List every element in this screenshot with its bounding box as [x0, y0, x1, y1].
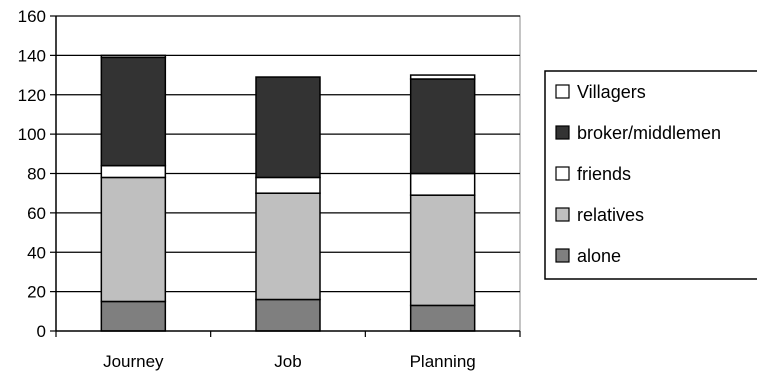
y-tick-label: 140 — [18, 46, 46, 65]
x-tick-label: Planning — [410, 352, 476, 371]
legend-label: relatives — [577, 205, 644, 225]
y-tick-label: 20 — [27, 283, 46, 302]
y-tick-label: 60 — [27, 204, 46, 223]
bar-segment-broker-middlemen — [100, 56, 167, 167]
bar-segment-relatives — [100, 176, 167, 303]
y-tick-label: 0 — [37, 322, 46, 341]
legend-label: friends — [577, 164, 631, 184]
bar-segment-broker-middlemen — [409, 78, 476, 175]
y-tick-label: 40 — [27, 243, 46, 262]
bar-segment-alone — [409, 304, 476, 332]
y-tick-label: 80 — [27, 165, 46, 184]
y-ticks: 0 20 40 60 80 100 120 140 160 — [18, 7, 56, 341]
legend-swatch — [555, 125, 570, 140]
legend-label: broker/middlemen — [577, 123, 721, 143]
bar-segment-broker-middlemen — [255, 76, 321, 179]
bars — [100, 54, 476, 332]
bar-segment-alone — [255, 298, 321, 332]
bar-segment-villagers — [100, 54, 167, 59]
bar-segment-villagers — [409, 74, 476, 80]
bar-segment-friends — [409, 172, 476, 196]
legend-swatch — [555, 248, 570, 263]
y-tick-label: 100 — [18, 125, 46, 144]
bar-segment-alone — [100, 300, 167, 332]
legend-swatch — [555, 207, 570, 222]
legend-swatch — [555, 166, 570, 181]
bar-segment-relatives — [255, 192, 321, 301]
y-tick-label: 120 — [18, 86, 46, 105]
legend-label: Villagers — [577, 82, 646, 102]
legend-swatch — [555, 84, 570, 99]
legend-label: alone — [577, 246, 621, 266]
x-tick-labels: Journey Job Planning — [55, 331, 521, 371]
bar-segment-friends — [255, 176, 321, 194]
x-tick-label: Journey — [103, 352, 164, 371]
bar-segment-friends — [100, 164, 167, 179]
y-tick-label: 160 — [18, 7, 46, 26]
legend-box — [544, 70, 757, 280]
legend: Villagers broker/middlemen friends relative… — [544, 70, 757, 280]
bar-segment-relatives — [409, 194, 476, 307]
x-tick-label: Job — [274, 352, 301, 371]
